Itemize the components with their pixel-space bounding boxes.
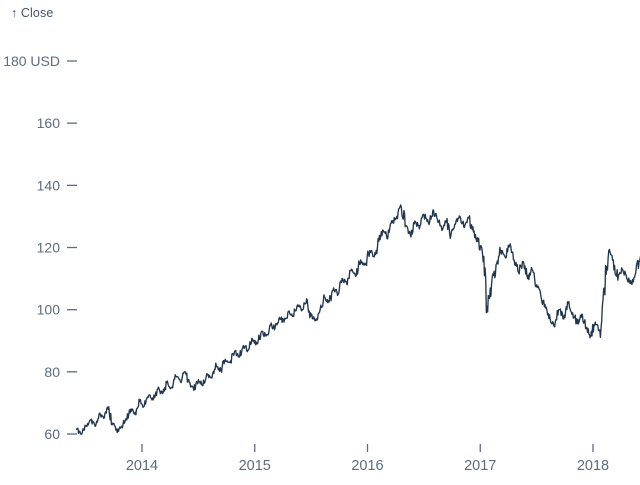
x-axis-ticks: 2014 2015 2016 2017 2018 xyxy=(126,444,609,474)
x-tick-label: 2017 xyxy=(464,458,496,474)
y-tick-label: 140 xyxy=(37,177,61,193)
x-tick-label: 2015 xyxy=(239,458,271,474)
y-tick-label: 60 xyxy=(44,426,60,442)
series-group xyxy=(75,204,640,435)
y-axis-ticks: 180 USD 160 140 120 100 80 60 xyxy=(3,53,77,442)
y-tick-label: 80 xyxy=(44,364,60,380)
x-tick-label: 2018 xyxy=(577,458,609,474)
y-tick-label: 100 xyxy=(37,302,61,318)
y-axis-title: ↑ Close xyxy=(11,6,53,20)
y-tick-label: 180 USD xyxy=(3,53,60,69)
y-tick-label: 120 xyxy=(37,240,61,256)
x-tick-label: 2014 xyxy=(126,458,158,474)
y-axis-title-label: ↑ Close xyxy=(11,6,53,20)
y-tick-label: 160 xyxy=(37,115,61,131)
series-line-close xyxy=(75,204,640,435)
x-tick-label: 2016 xyxy=(351,458,383,474)
